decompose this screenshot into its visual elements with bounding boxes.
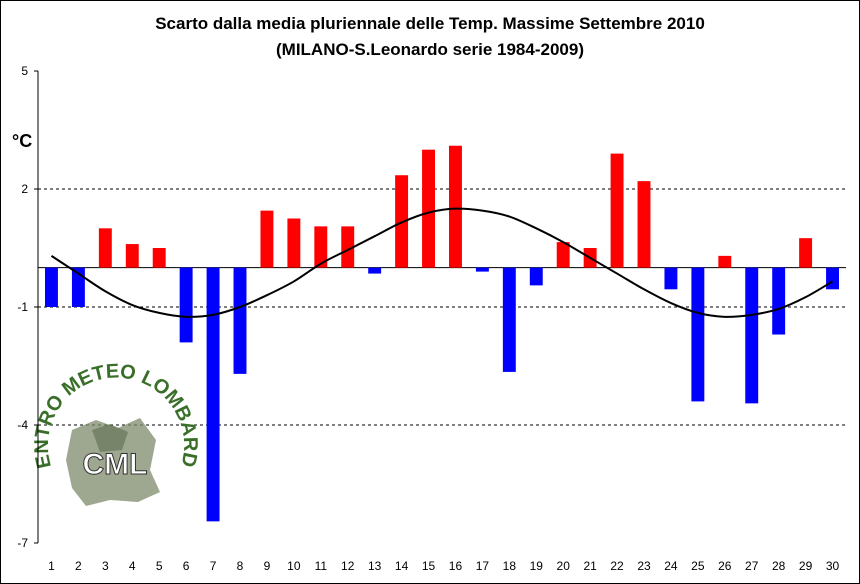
x-tick-label: 23 <box>637 559 651 573</box>
x-tick-label: 25 <box>691 559 705 573</box>
x-tick-label: 13 <box>368 559 382 573</box>
x-tick-label: 24 <box>664 559 678 573</box>
bar-day-9 <box>260 210 274 268</box>
bar-day-15 <box>422 149 435 268</box>
x-tick-label: 28 <box>772 559 786 573</box>
bar-day-13 <box>368 267 382 274</box>
x-tick-label: 8 <box>237 559 244 573</box>
y-tick-label: -1 <box>17 300 28 314</box>
tick-labels: 52-1-4-71 2 3 4 5 6 7 8 9 10 11 12 13 14 15 16 17 18 19 20 2… <box>17 64 839 573</box>
x-tick-label: 10 <box>287 559 301 573</box>
y-tick-label: 5 <box>21 64 28 78</box>
x-tick-label: 5 <box>156 559 163 573</box>
x-tick-label: 11 <box>315 559 328 573</box>
trend-line-group <box>50 207 834 318</box>
x-tick-label: 6 <box>183 559 190 573</box>
x-tick-label: 18 <box>503 559 517 573</box>
bar-day-4 <box>125 244 139 268</box>
x-tick-label: 3 <box>102 559 109 573</box>
bar-day-30 <box>826 267 839 290</box>
x-tick-label: 2 <box>75 559 82 573</box>
x-tick-label: 21 <box>583 559 597 573</box>
x-tick-label: 7 <box>210 559 217 573</box>
bar-day-20 <box>556 242 570 268</box>
bar-day-18 <box>502 267 516 372</box>
chart-title: Scarto dalla media pluriennale delle Tem… <box>155 14 705 33</box>
x-tick-label: 27 <box>745 559 759 573</box>
bar-day-19 <box>529 267 543 286</box>
x-tick-label: 26 <box>718 559 732 573</box>
bar-day-23 <box>637 181 651 268</box>
bar-day-6 <box>179 267 193 343</box>
bar-day-26 <box>718 255 732 268</box>
trend-line <box>50 207 834 318</box>
bar-day-2 <box>71 267 85 307</box>
x-tick-label: 16 <box>449 559 463 573</box>
y-tick-label: -4 <box>17 418 28 432</box>
bar-day-12 <box>341 226 355 268</box>
x-tick-label: 19 <box>530 559 544 573</box>
logo-center-text: CML <box>83 448 148 481</box>
bar-day-24 <box>664 267 678 290</box>
x-tick-label: 30 <box>826 559 840 573</box>
bar-day-25 <box>691 267 705 402</box>
x-tick-label: 1 <box>48 559 55 573</box>
x-tick-label: 22 <box>610 559 624 573</box>
grid-lines <box>38 188 846 426</box>
y-tick-label: 2 <box>21 182 28 196</box>
bar-day-11 <box>314 226 328 268</box>
bar-day-22 <box>610 153 624 268</box>
bar-day-28 <box>772 267 786 335</box>
bars <box>45 145 839 522</box>
x-tick-label: 12 <box>341 559 355 573</box>
x-tick-label: 20 <box>557 559 571 573</box>
x-tick-label: 9 <box>264 559 271 573</box>
y-axis-label: °C <box>12 131 33 151</box>
bar-day-1 <box>45 267 58 307</box>
x-tick-label: 15 <box>422 559 436 573</box>
bar-day-3 <box>98 228 112 268</box>
bar-day-16 <box>449 145 462 268</box>
x-tick-label: 29 <box>799 559 813 573</box>
x-tick-label: 17 <box>476 559 490 573</box>
y-tick-label: -7 <box>17 536 28 550</box>
bar-day-27 <box>745 267 759 404</box>
axes <box>34 70 846 544</box>
bar-day-29 <box>799 238 813 268</box>
bar-day-5 <box>152 248 166 268</box>
lombardy-region-shape <box>66 418 160 506</box>
chart-subtitle: (MILANO-S.Leonardo serie 1984-2009) <box>276 40 584 59</box>
bar-day-17 <box>475 267 489 272</box>
bar-day-8 <box>233 267 247 374</box>
bar-day-10 <box>287 218 301 268</box>
region-shading <box>92 424 128 452</box>
bar-day-7 <box>206 267 220 522</box>
x-tick-label: 4 <box>129 559 136 573</box>
x-tick-label: 14 <box>395 559 409 573</box>
